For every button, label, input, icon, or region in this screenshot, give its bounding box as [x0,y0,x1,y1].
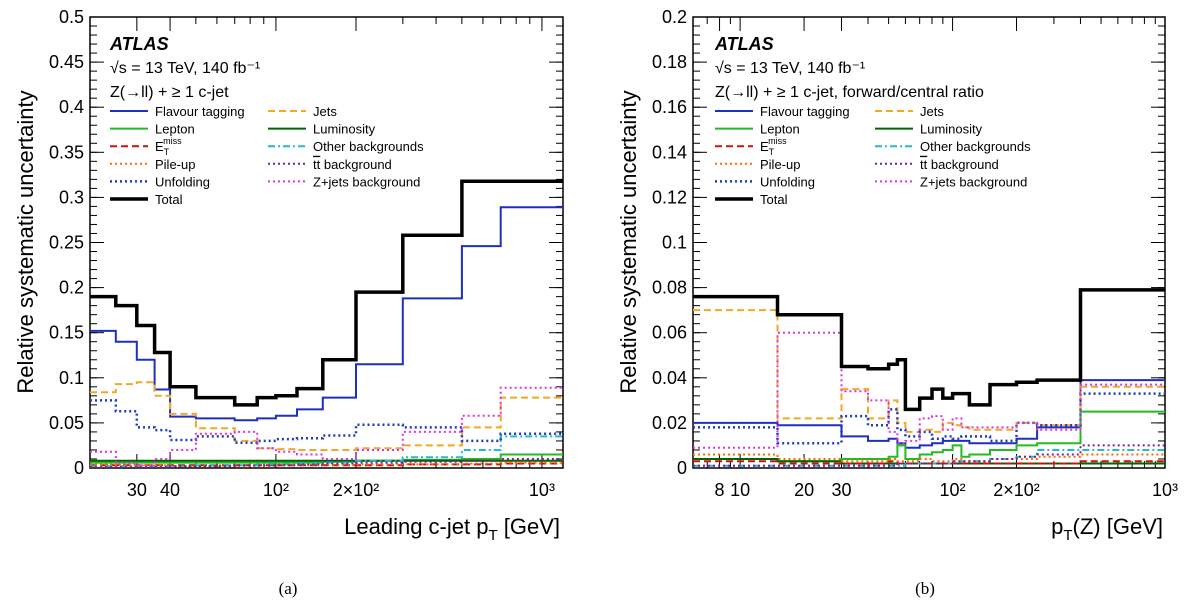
x-tick-label: 8 [715,480,725,500]
series-line-flavour-tagging [693,379,1165,449]
legend-label: Total [155,192,183,207]
y-tick-label: 0.4 [59,97,84,117]
y-tick-label: 0 [74,458,84,478]
y-tick-label: 0.05 [49,413,84,433]
x-tick-label: 2×10² [333,480,380,500]
series-line-pile-up [693,453,1165,463]
y-tick-label: 0.1 [662,233,687,253]
atlas-label-b: ATLAS [714,34,774,54]
series-line-total [693,288,1165,412]
annotation-energy-b: √s = 13 TeV, 140 fb⁻¹ [715,60,865,77]
x-axis-label-b: pT(Z) [GeV] [1051,514,1163,544]
x-axis-label-a: Leading c-jet pT [GeV] [344,514,560,544]
x-tick-label: 10² [940,480,966,500]
y-tick-label: 0.15 [49,323,84,343]
legend-label: Z+jets background [920,174,1027,189]
legend-label: Jets [920,104,944,119]
y-tick-label: 0.2 [662,7,687,27]
y-tick-label: 0.1 [59,368,84,388]
y-tick-label: 0.2 [59,278,84,298]
panel-b: 0 0.02 0.04 0.06 0.08 0.1 0.12 0.14 0.16 0.18 0.2 8… [616,7,1178,598]
legend-label: tt background [920,157,999,172]
series-b [693,288,1165,467]
legend-label: Unfolding [155,174,210,189]
legend-label: Flavour tagging [155,104,245,119]
y-tick-label: 0.18 [652,52,687,72]
legend-label: ETmiss [760,136,787,157]
y-tick-label: 0.12 [652,187,687,207]
series-a [90,179,563,468]
y-tick-label: 0.45 [49,52,84,72]
ticks-b: 0 0.02 0.04 0.06 0.08 0.1 0.12 0.14 0.16 0.18 0.2 8… [652,7,1178,500]
legend-label: Jets [313,104,337,119]
series-line-other-backgrounds [90,435,563,468]
x-tick-label: 20 [794,480,814,500]
legend-label: Unfolding [760,174,815,189]
series-line-z-jets-background [90,386,563,467]
series-line-unfolding [90,399,563,444]
y-tick-label: 0.02 [652,413,687,433]
legend-label: Other backgrounds [313,139,424,154]
legend-label: Pile-up [155,157,195,172]
series-line-z-jets-background [693,331,1165,449]
x-tick-label: 10³ [529,480,555,500]
y-tick-label: 0.04 [652,368,687,388]
y-tick-label: 0.25 [49,233,84,253]
y-tick-label: 0.5 [59,7,84,27]
x-tick-label: 2×10² [993,480,1040,500]
series-line-total [90,179,563,407]
legend-label: Luminosity [313,122,376,137]
x-tick-label: 30 [127,480,147,500]
subfigure-label-b: (b) [915,579,935,598]
series-line-flavour-tagging [90,206,563,422]
y-tick-label: 0.35 [49,142,84,162]
legend-label: Luminosity [920,122,983,137]
y-tick-label: 0.06 [652,323,687,343]
series-line-pile-up [90,461,563,468]
x-tick-label: 30 [831,480,851,500]
x-tick-label: 10² [263,480,289,500]
legend-label: Lepton [155,122,195,137]
series-line-unfolding [693,392,1165,445]
annotation-selection-b: Z(→ll) + ≥ 1 c-jet, forward/central rati… [715,84,984,101]
legend-label: Total [760,192,788,207]
series-line-jets [693,309,1165,433]
legend-label: tt background [313,157,392,172]
ticks-a: 0 0.05 0.1 0.15 0.2 0.25 0.3 0.35 0.4 0.45 0.5 30 40… [49,7,563,500]
y-tick-label: 0 [677,458,687,478]
subfigure-label-a: (a) [279,579,298,598]
legend-label: Z+jets background [313,174,420,189]
panel-a: 0 0.05 0.1 0.15 0.2 0.25 0.3 0.35 0.4 0.45 0.5 30 40… [13,7,564,598]
y-tick-label: 0.08 [652,278,687,298]
legend-label: Other backgrounds [920,139,1031,154]
legend-label: ETmiss [155,136,182,157]
legend-a: Flavour tagging Jets Lepton Luminosity ETmis… [110,104,424,207]
legend-label: Lepton [760,122,800,137]
y-axis-label-a: Relative systematic uncertainty [13,90,38,393]
series-line-lepton [693,410,1165,463]
y-tick-label: 0.14 [652,142,687,162]
legend-b: Flavour tagging Jets Lepton Luminosity ETmis… [715,104,1031,207]
annotation-energy-a: √s = 13 TeV, 140 fb⁻¹ [110,60,260,77]
y-tick-label: 0.3 [59,187,84,207]
legend-label: Pile-up [760,157,800,172]
y-tick-label: 0.16 [652,97,687,117]
annotation-selection-a: Z(→ll) + ≥ 1 c-jet [110,84,229,101]
y-axis-label-b: Relative systematic uncertainty [616,90,641,393]
legend-label: Flavour tagging [760,104,850,119]
x-tick-label: 10 [730,480,750,500]
atlas-label-a: ATLAS [109,34,169,54]
x-tick-label: 40 [160,480,180,500]
x-tick-label: 10³ [1152,480,1178,500]
